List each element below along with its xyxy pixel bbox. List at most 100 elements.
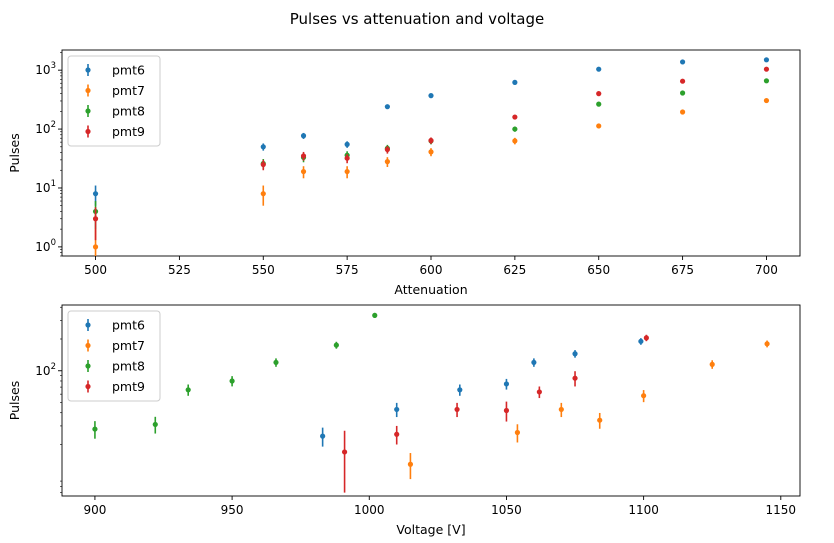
data-point: [514, 429, 521, 436]
series-pmt9: [341, 334, 649, 493]
data-point: [407, 461, 414, 467]
data-point: [384, 104, 390, 110]
legend-point-marker: [85, 342, 91, 349]
data-point: [641, 393, 647, 399]
series-pmt6: [320, 338, 644, 447]
data-point: [457, 387, 463, 393]
data-point: [763, 57, 770, 63]
x-tick-label: 675: [671, 263, 694, 277]
data-point: [300, 133, 307, 139]
data-point: [512, 114, 518, 120]
data-point: [300, 168, 307, 175]
chart-attenuation: 500 525 550 575 600 625 650 675 700 100 101 102 103 A…: [7, 49, 801, 297]
legend-label-pmt7: pmt7: [112, 83, 145, 98]
data-point: [596, 91, 602, 97]
legend-box: [67, 310, 161, 402]
plot-frame: [61, 304, 801, 497]
data-point: [394, 431, 400, 437]
legend-point-marker: [85, 108, 91, 114]
chart-voltage: 900 950 1000 1050 1100 1150 102 Voltage [V] Puls…: [7, 304, 801, 537]
data-point: [344, 141, 350, 147]
legend-point-marker: [85, 383, 91, 390]
legend-point-marker: [85, 67, 91, 73]
x-tick-label: 500: [84, 263, 107, 277]
x-tick-label: 1050: [491, 503, 522, 517]
series-pmt8: [92, 312, 378, 439]
data-point: [503, 381, 510, 387]
legend-label-pmt6: pmt6: [112, 63, 145, 78]
data-point: [341, 449, 348, 455]
y-tick-label: 102: [35, 120, 56, 136]
data-point: [384, 146, 390, 153]
data-point: [512, 126, 518, 132]
data-point: [643, 335, 649, 341]
data-point: [384, 159, 390, 165]
x-tick-label: 900: [83, 503, 106, 517]
data-point: [764, 341, 770, 347]
data-point: [596, 66, 602, 72]
data-point: [229, 378, 235, 384]
data-point: [572, 351, 578, 357]
legend: pmt6 pmt7 pmt8 pmt9: [67, 310, 161, 402]
data-point: [260, 191, 266, 197]
x-tick-label: 550: [252, 263, 275, 277]
y-tick-label: 100: [35, 238, 56, 254]
data-point: [763, 97, 770, 104]
data-point: [428, 137, 434, 144]
data-point: [638, 338, 644, 344]
data-point: [152, 421, 158, 428]
data-point: [300, 153, 307, 159]
x-tick-label: 700: [755, 263, 778, 277]
legend-label-pmt7: pmt7: [112, 338, 145, 353]
data-point: [679, 90, 686, 96]
legend-point-marker: [85, 322, 91, 328]
legend: pmt6 pmt7 pmt8 pmt9: [67, 55, 161, 147]
data-point: [531, 359, 537, 366]
legend-label-pmt6: pmt6: [112, 318, 145, 333]
y-tick-label: 103: [35, 61, 56, 77]
data-point: [512, 138, 518, 144]
data-point: [344, 168, 350, 175]
x-tick-label: 950: [221, 503, 244, 517]
data-point: [679, 78, 686, 84]
data-point: [372, 312, 378, 318]
legend-box: [67, 55, 161, 147]
data-point: [679, 109, 686, 115]
x-axis-label: Voltage [V]: [396, 522, 465, 537]
x-tick-label: 625: [503, 263, 526, 277]
data-point: [503, 407, 510, 414]
data-point: [572, 375, 578, 381]
y-tick-label: 102: [35, 362, 56, 378]
series-pmt6: [92, 57, 770, 206]
legend-label-pmt8: pmt8: [112, 104, 145, 119]
data-point: [260, 161, 266, 168]
x-tick-label: 525: [168, 263, 191, 277]
data-point: [92, 216, 99, 222]
data-point: [558, 406, 564, 413]
data-point: [536, 389, 542, 395]
legend-label-pmt9: pmt9: [112, 379, 145, 394]
data-point: [273, 359, 279, 366]
legend-point-marker: [85, 128, 91, 135]
x-tick-label: 1000: [354, 503, 385, 517]
data-point: [260, 144, 266, 150]
y-axis-label: Pulses: [7, 381, 22, 420]
series-pmt7: [407, 340, 770, 480]
data-point: [454, 406, 460, 413]
data-point: [763, 78, 770, 84]
data-point: [428, 149, 434, 155]
x-tick-label: 600: [420, 263, 443, 277]
data-point: [92, 426, 98, 432]
x-tick-label: 575: [336, 263, 359, 277]
data-point: [92, 191, 99, 197]
data-point: [597, 417, 603, 423]
legend-point-marker: [85, 363, 91, 369]
data-point: [92, 244, 99, 250]
data-point: [512, 79, 518, 85]
y-axis-label: Pulses: [7, 133, 22, 172]
x-tick-label: 1100: [628, 503, 659, 517]
legend-point-marker: [85, 87, 91, 94]
data-point: [344, 155, 350, 161]
data-point: [709, 361, 715, 367]
